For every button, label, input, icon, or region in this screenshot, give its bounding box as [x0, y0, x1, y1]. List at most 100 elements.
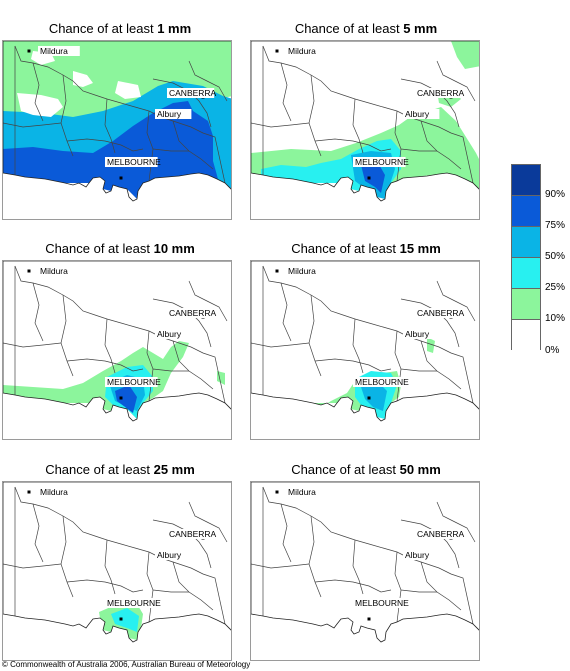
city-label-bg	[155, 329, 192, 339]
boundary-line	[400, 368, 437, 372]
city-marker-mildura	[275, 269, 279, 273]
legend-label-10: 10%	[545, 313, 566, 324]
map-svg: Mildura CANBERRA Albury MELBOURNE	[3, 41, 231, 202]
boundary-line	[14, 265, 226, 404]
city-label-bg	[38, 487, 80, 497]
legend-swatch-25	[511, 257, 541, 288]
panel-title-5mm: Chance of at least 5 mm	[246, 21, 486, 36]
boundary-line	[314, 138, 392, 152]
panel-title-prefix: Chance of at least	[291, 241, 400, 256]
panel-title-amount: 25 mm	[153, 462, 195, 477]
probability-region	[427, 337, 435, 353]
city-marker-mildura	[27, 490, 31, 494]
boundary-line	[352, 98, 364, 154]
map-svg: Mildura CANBERRA Albury MELBOURNE	[3, 482, 231, 643]
city-label-bg	[286, 487, 328, 497]
city-label-melbourne: MELBOURNE	[355, 377, 409, 387]
city-label-canberra: CANBERRA	[169, 88, 217, 98]
probability-region	[17, 93, 63, 117]
coastline	[3, 261, 231, 422]
panel-title-amount: 15 mm	[399, 241, 441, 256]
coastline	[251, 261, 479, 422]
boundary-line	[314, 358, 392, 372]
city-marker-melbourne	[119, 176, 123, 180]
land-area	[251, 261, 479, 421]
city-label-canberra: CANBERRA	[417, 308, 465, 318]
panel-title-prefix: Chance of at least	[45, 462, 154, 477]
city-label-bg	[155, 550, 192, 560]
boundary-line	[251, 342, 310, 348]
boundary-line	[436, 501, 476, 543]
boundary-line	[152, 589, 189, 593]
panel-title-prefix: Chance of at least	[294, 21, 404, 36]
boundary-line	[14, 45, 226, 184]
city-label-melbourne: MELBOURNE	[107, 377, 161, 387]
city-marker-mildura	[275, 49, 279, 53]
panel-title-prefix: Chance of at least	[291, 462, 400, 477]
city-label-melbourne: MELBOURNE	[355, 157, 409, 167]
legend-label-90: 90%	[545, 189, 566, 200]
coastline	[251, 482, 479, 643]
boundary-line	[352, 539, 364, 595]
city-label-bg	[353, 598, 406, 608]
city-label-melbourne: MELBOURNE	[107, 598, 161, 608]
boundary-line	[262, 265, 474, 404]
boundary-line	[104, 98, 116, 154]
boundary-line	[32, 62, 44, 122]
city-marker-melbourne	[367, 617, 371, 621]
city-label-bg	[353, 157, 406, 167]
boundary-line	[280, 282, 292, 342]
city-label-bg	[353, 377, 406, 387]
city-label-canberra: CANBERRA	[417, 529, 465, 539]
legend-swatch-50	[511, 226, 541, 257]
boundary-line	[3, 563, 62, 569]
city-label-mildura: Mildura	[40, 487, 68, 497]
panel-title-25mm: Chance of at least 25 mm	[0, 462, 240, 477]
boundary-line	[66, 138, 144, 152]
city-label-bg	[105, 598, 158, 608]
city-label-bg	[167, 88, 215, 98]
city-label-mildura: Mildura	[40, 46, 68, 56]
city-marker-melbourne	[367, 396, 371, 400]
map-svg: Mildura CANBERRA Albury MELBOURNE	[251, 41, 479, 202]
city-label-bg	[415, 529, 463, 539]
city-marker-mildura	[27, 49, 31, 53]
land-area	[3, 261, 231, 421]
panel-title-1mm: Chance of at least 1 mm	[0, 21, 240, 36]
city-label-canberra: CANBERRA	[169, 529, 217, 539]
boundary-line	[14, 486, 226, 625]
panel-title-10mm: Chance of at least 10 mm	[0, 241, 240, 256]
boundary-line	[104, 318, 116, 374]
boundary-line	[188, 60, 228, 102]
probability-region	[115, 385, 137, 413]
coastline	[3, 41, 231, 202]
city-label-bg	[167, 529, 215, 539]
boundary-line	[152, 148, 189, 152]
probability-region	[451, 41, 479, 69]
city-label-canberra: CANBERRA	[169, 308, 217, 318]
land-area	[251, 482, 479, 642]
panel-title-prefix: Chance of at least	[48, 21, 158, 36]
panel-title-amount: 1 mm	[157, 21, 192, 36]
city-label-bg	[403, 550, 440, 560]
city-label-melbourne: MELBOURNE	[107, 157, 161, 167]
city-label-albury: Albury	[405, 109, 430, 119]
legend-swatch-75	[511, 195, 541, 226]
probability-region	[115, 81, 141, 99]
boundary-line	[280, 62, 292, 122]
city-label-bg	[167, 308, 215, 318]
map-panel-5mm: Mildura CANBERRA Albury MELBOURNE	[250, 40, 480, 220]
map-panel-1mm: Mildura CANBERRA Albury MELBOURNE	[2, 40, 232, 220]
legend-label-25: 25%	[545, 282, 566, 293]
city-marker-mildura	[27, 269, 31, 273]
map-svg: Mildura CANBERRA Albury MELBOURNE	[251, 482, 479, 643]
city-label-albury: Albury	[405, 329, 430, 339]
boundary-line	[400, 589, 437, 593]
city-label-bg	[403, 329, 440, 339]
map-svg: Mildura CANBERRA Albury MELBOURNE	[3, 261, 231, 422]
boundary-line	[280, 503, 292, 563]
city-label-bg	[415, 308, 463, 318]
coastline	[251, 41, 479, 202]
city-label-bg	[38, 266, 80, 276]
boundary-line	[152, 368, 189, 372]
